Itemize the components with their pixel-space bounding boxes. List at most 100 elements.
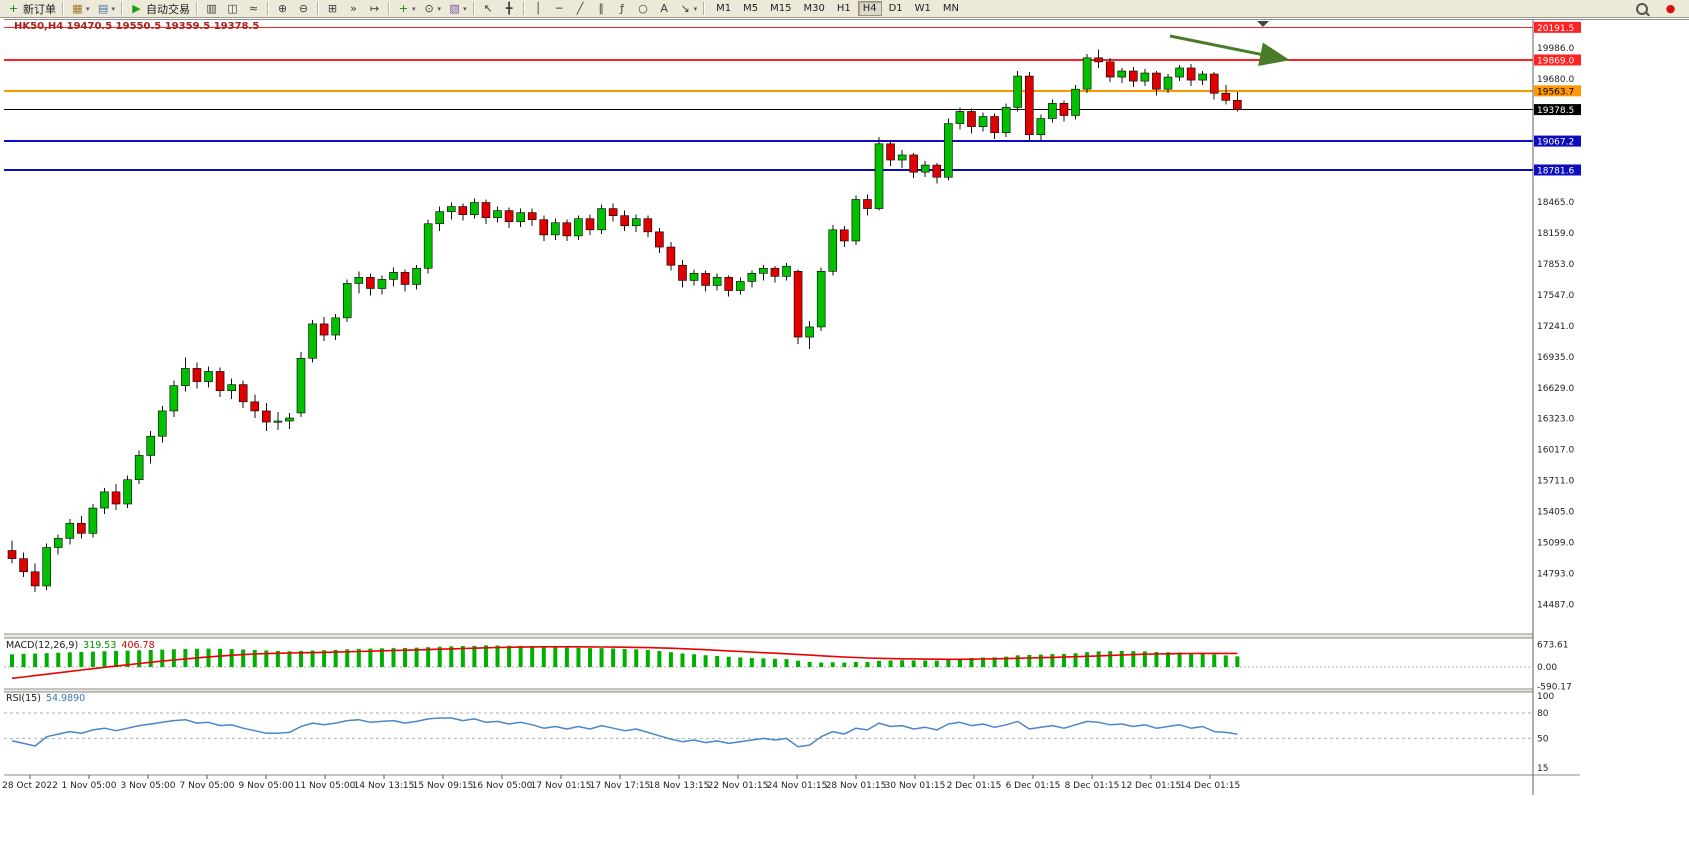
svg-text:16935.0: 16935.0: [1537, 353, 1574, 363]
candlestick-chart-icon: ◫: [227, 2, 238, 15]
toolbar-separator: [522, 2, 525, 15]
main-toolbar: + 新订单 ▦ ▾ ▤ ▾ ▶ 自动交易 ▥ ◫ ≈ ⊕ ⊖ ⊞» ↦ + ▾ ⊙ ▾ ▧ ▾ ↖ ╋ │ ─ ╱ ∥ ƒ ○ A ↘ ▾ M1…: [0, 0, 1689, 18]
arrow-tools-button[interactable]: ↘ ▾: [675, 0, 701, 18]
timeframe-mn-button[interactable]: MN: [942, 3, 960, 14]
new-chart-button[interactable]: ▦ ▾: [67, 0, 93, 18]
toolbar-group: ▶ 自动交易: [126, 0, 193, 18]
toolbar-separator: [388, 2, 391, 15]
chart-shift-marker[interactable]: [1257, 21, 1269, 27]
dropdown-arrow-icon: ▾: [111, 4, 116, 13]
svg-text:9 Nov 05:00: 9 Nov 05:00: [239, 781, 294, 791]
profiles-button[interactable]: ▤ ▾: [93, 0, 119, 18]
chart-shift-button[interactable]: ↦: [364, 0, 385, 18]
auto-scroll-icon: »: [350, 2, 357, 15]
price-badge: [1534, 21, 1581, 33]
zoom-out-icon: ⊖: [298, 2, 309, 15]
svg-text:28 Nov 01:15: 28 Nov 01:15: [826, 781, 887, 791]
svg-text:19986.0: 19986.0: [1537, 44, 1574, 54]
candlestick-chart-button[interactable]: ◫: [222, 0, 243, 18]
indicators-button[interactable]: + ▾: [393, 0, 419, 18]
channel-icon: ∥: [598, 2, 604, 15]
channel-button[interactable]: ∥: [591, 0, 612, 18]
toolbar-separator: [472, 2, 475, 15]
vertical-line-icon: │: [534, 2, 542, 15]
time-axis[interactable]: 28 Oct 2022 1 Nov 05:00 3 Nov 05:00 7 Nov 0…: [2, 775, 1240, 791]
toolbar-separator: [267, 2, 270, 15]
horizontal-line-button[interactable]: ─: [549, 0, 570, 18]
auto-scroll-button[interactable]: »: [343, 0, 364, 18]
toolbar-group: ↖ ╋: [478, 0, 520, 18]
shapes-button[interactable]: ○: [633, 0, 654, 18]
rsi-value: 54.9890: [45, 693, 86, 704]
timeframe-m30-button[interactable]: M30: [803, 3, 825, 14]
svg-text:20191.5: 20191.5: [1537, 24, 1574, 34]
svg-text:100: 100: [1537, 692, 1554, 702]
timeframe-m1-button[interactable]: M1: [716, 3, 732, 14]
svg-text:18465.0: 18465.0: [1537, 198, 1574, 208]
price-badge: [1534, 135, 1581, 147]
line-chart-button[interactable]: ≈: [243, 0, 264, 18]
price-badge: [1534, 164, 1581, 176]
vertical-line-button[interactable]: │: [528, 0, 549, 18]
svg-text:50: 50: [1537, 734, 1549, 744]
timeframe-h1-button[interactable]: H1: [836, 3, 851, 14]
macd-signal-value: 406.78: [121, 640, 155, 651]
dropdown-arrow-icon: ▾: [693, 4, 698, 13]
price-badge: [1534, 85, 1581, 97]
toolbar-group: ▦ ▾ ▤ ▾: [67, 0, 118, 18]
macd-panel: 673.61 0.00 -590.17: [4, 641, 1572, 693]
svg-text:17241.0: 17241.0: [1537, 322, 1574, 332]
zoom-in-button[interactable]: ⊕: [272, 0, 293, 18]
templates-icon: ▧: [449, 2, 460, 15]
zoom-out-button[interactable]: ⊖: [293, 0, 314, 18]
macd-name: MACD(12,26,9): [6, 640, 79, 651]
crosshair-button[interactable]: ╋: [499, 0, 520, 18]
timeframe-m5-button[interactable]: M5: [743, 3, 759, 14]
horizontal-line-objects[interactable]: [4, 26, 1533, 171]
bar-chart-button[interactable]: ▥: [201, 0, 222, 18]
autotrading-button-label: 自动交易: [146, 2, 191, 16]
templates-button[interactable]: ▧ ▾: [444, 0, 470, 18]
price-axis[interactable]: 19986.0 19680.0 18465.0 18159.0 17853.0 17547…: [1534, 21, 1581, 611]
timeframe-d1-button[interactable]: D1: [888, 3, 903, 14]
svg-text:17 Nov 01:15: 17 Nov 01:15: [531, 781, 592, 791]
rsi-panel: 100 80 50 15: [4, 692, 1554, 774]
timeframe-w1-button[interactable]: W1: [914, 3, 931, 14]
fibonacci-button[interactable]: ƒ: [612, 0, 633, 18]
svg-text:19680.0: 19680.0: [1537, 75, 1574, 85]
dropdown-arrow-icon: ▾: [86, 4, 90, 13]
svg-text:16323.0: 16323.0: [1537, 415, 1574, 425]
svg-text:12 Dec 01:15: 12 Dec 01:15: [1121, 781, 1182, 791]
toolbar-group: + 新订单: [3, 0, 59, 18]
timeframe-m15-button[interactable]: M15: [770, 3, 792, 14]
cursor-button[interactable]: ↖: [478, 0, 499, 18]
svg-text:19067.2: 19067.2: [1537, 138, 1574, 148]
toolbar-group: ▥ ◫ ≈: [201, 0, 264, 18]
search-button[interactable]: [1633, 0, 1654, 18]
trendline-icon: ╱: [576, 2, 584, 15]
new-order-button[interactable]: + 新订单: [3, 0, 59, 18]
autotrading-button[interactable]: ▶ 自动交易: [126, 0, 193, 18]
notification-icon: ●: [1665, 2, 1676, 15]
toolbar-groups: + 新订单 ▦ ▾ ▤ ▾ ▶ 自动交易 ▥ ◫ ≈ ⊕ ⊖ ⊞» ↦ + ▾ ⊙ ▾ ▧ ▾ ↖ ╋ │ ─ ╱ ∥ ƒ ○ A ↘ ▾ M1…: [3, 0, 965, 18]
trend-arrow[interactable]: [1169, 34, 1290, 67]
c0ursor-icon: ↖: [483, 2, 493, 15]
svg-text:2 Dec 01:15: 2 Dec 01:15: [947, 781, 1002, 791]
toolbar-separator: [121, 2, 124, 15]
trendline-button[interactable]: ╱: [570, 0, 591, 18]
text-button[interactable]: A: [654, 0, 675, 18]
notification-button[interactable]: ●: [1660, 0, 1681, 18]
annotations-layer[interactable]: [1169, 21, 1290, 67]
tile-windows-button[interactable]: ⊞: [322, 0, 343, 18]
svg-text:15711.0: 15711.0: [1537, 477, 1574, 487]
periods-button[interactable]: ⊙ ▾: [419, 0, 445, 18]
svg-text:1 Nov 05:00: 1 Nov 05:00: [62, 781, 117, 791]
svg-text:11 Nov 05:00: 11 Nov 05:00: [295, 781, 356, 791]
svg-text:14487.0: 14487.0: [1537, 600, 1574, 610]
dropdown-arrow-icon: ▾: [412, 4, 416, 13]
toolbar-separator: [62, 2, 64, 15]
svg-text:673.61: 673.61: [1537, 641, 1569, 651]
svg-text:14 Dec 01:15: 14 Dec 01:15: [1180, 781, 1241, 791]
timeframe-h4-button[interactable]: H4: [857, 1, 882, 16]
